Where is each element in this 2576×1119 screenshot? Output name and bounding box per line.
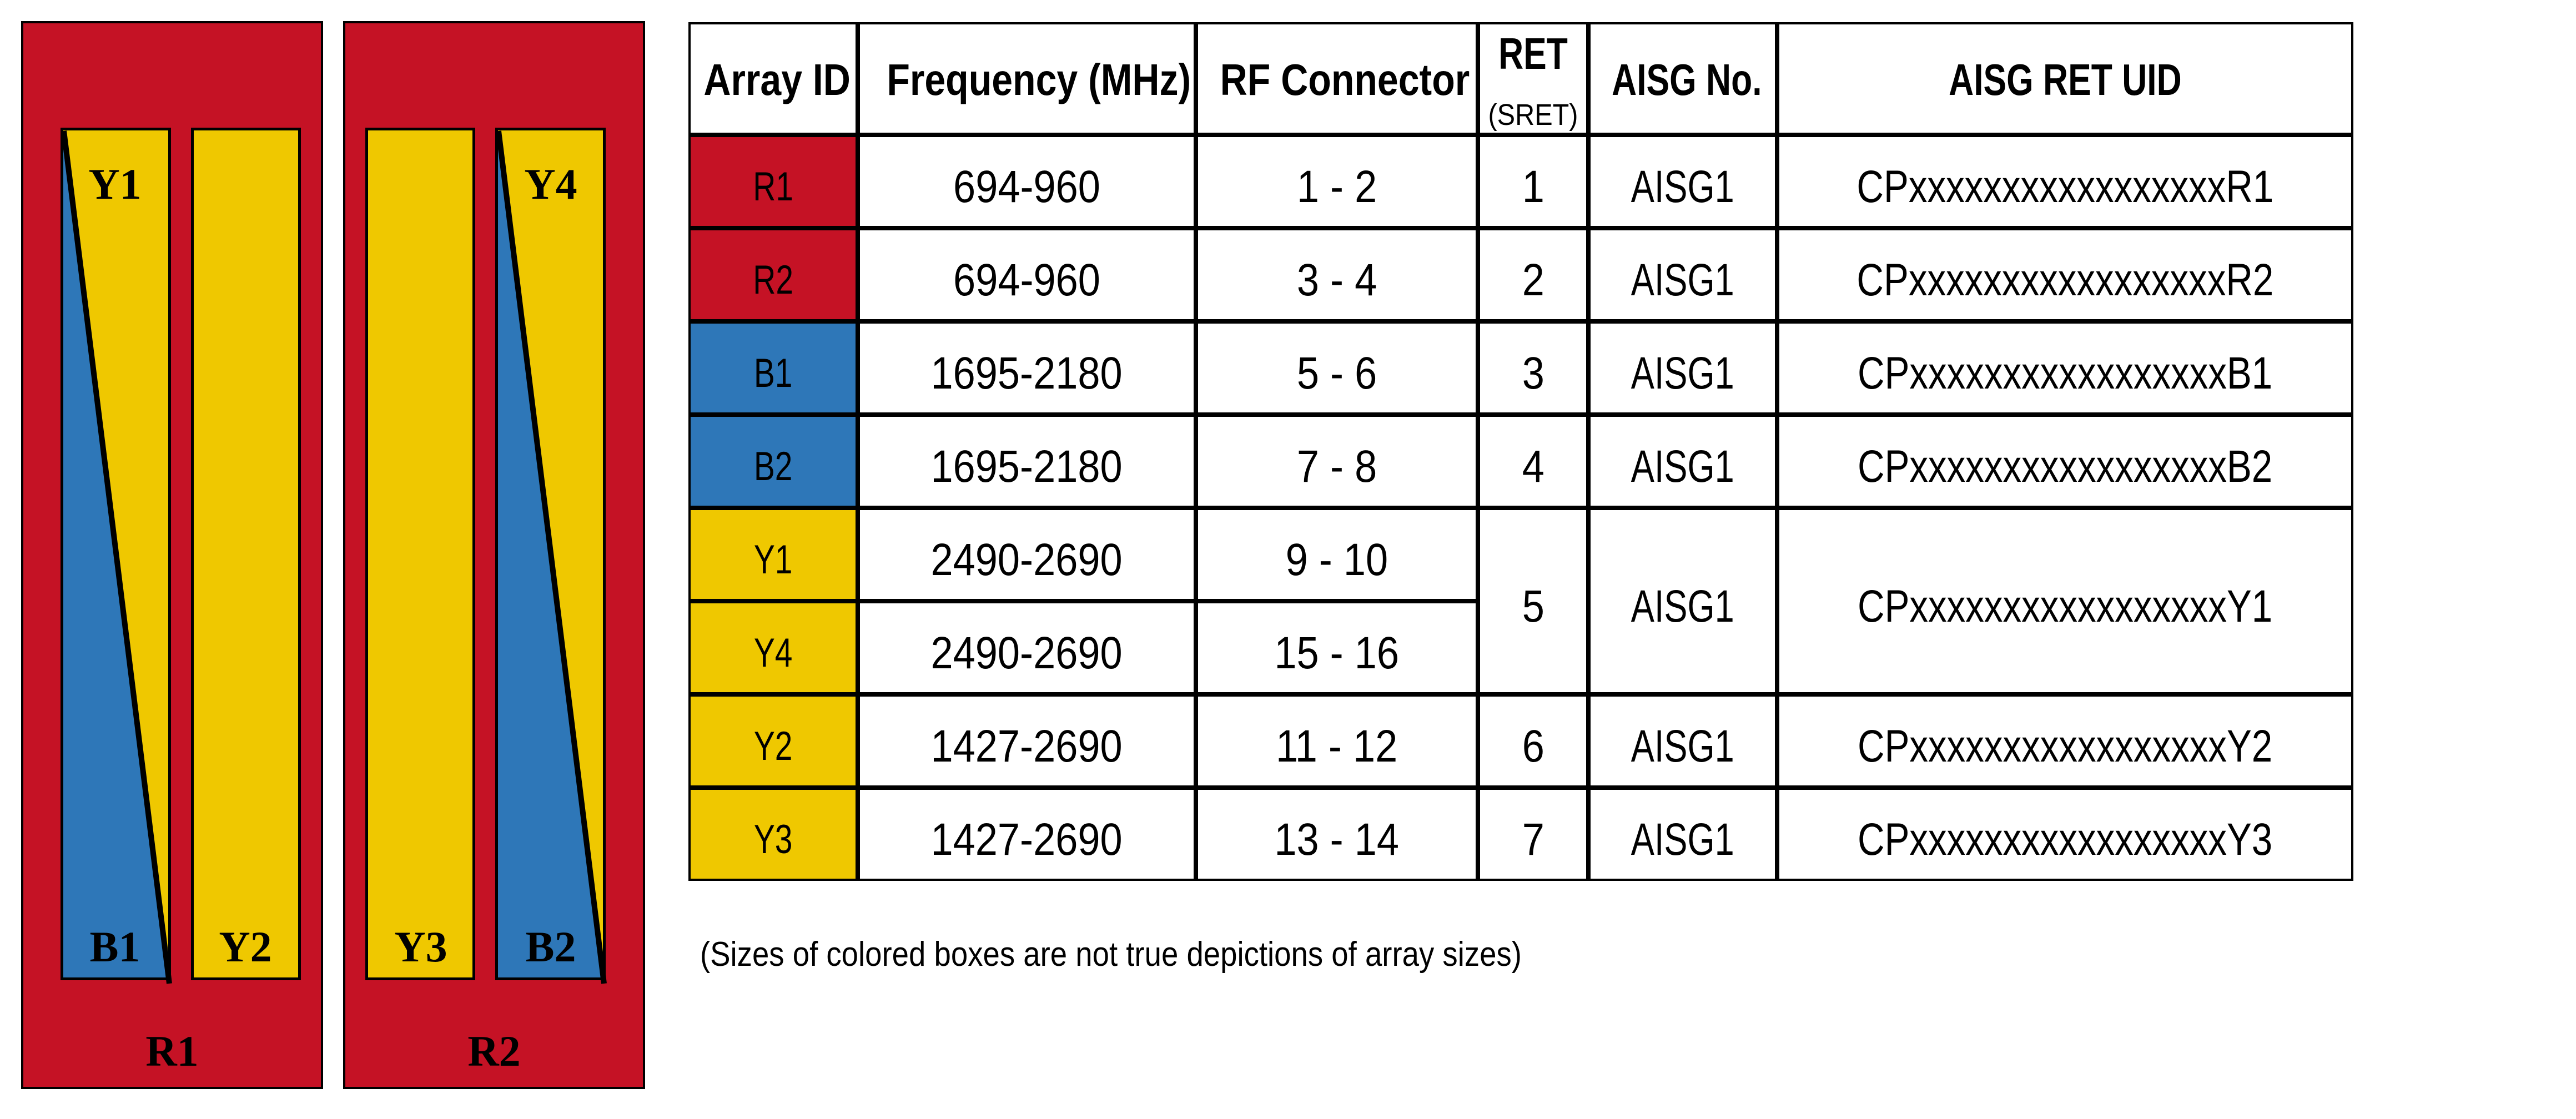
svg-text:B1: B1 (89, 923, 140, 971)
svg-text:Y3: Y3 (394, 923, 447, 971)
svg-text:B2: B2 (525, 923, 576, 971)
svg-text:R1: R1 (145, 1027, 198, 1075)
svg-text:Y4: Y4 (524, 160, 577, 208)
svg-text:R2: R2 (467, 1027, 520, 1075)
svg-text:Y1: Y1 (88, 160, 141, 208)
svg-text:Y2: Y2 (219, 923, 271, 971)
